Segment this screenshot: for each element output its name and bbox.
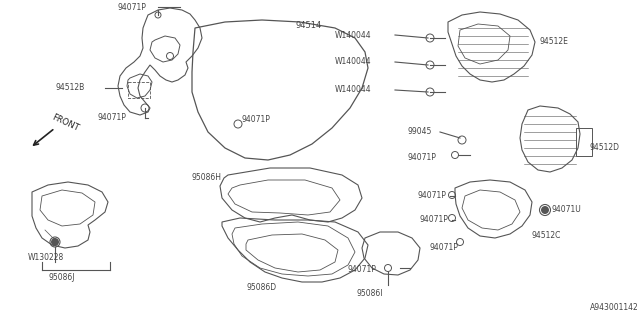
Text: A943001142: A943001142	[590, 303, 639, 312]
Text: 95086J: 95086J	[49, 274, 76, 283]
Text: 95086I: 95086I	[356, 289, 383, 298]
Text: W140044: W140044	[335, 58, 372, 67]
Bar	[128, 82, 150, 98]
Text: 94071P: 94071P	[242, 116, 271, 124]
Circle shape	[541, 206, 549, 214]
Text: 94514: 94514	[295, 20, 321, 29]
Text: 94071P: 94071P	[98, 114, 127, 123]
Text: 94512D: 94512D	[590, 143, 620, 153]
Text: 94071P: 94071P	[118, 3, 147, 12]
Text: W130228: W130228	[28, 253, 64, 262]
Text: 94512C: 94512C	[532, 230, 561, 239]
Text: FRONT: FRONT	[50, 113, 80, 133]
Text: 94071P: 94071P	[420, 215, 449, 225]
Text: 99045: 99045	[408, 127, 433, 137]
Text: 94071U: 94071U	[552, 205, 582, 214]
Text: W140044: W140044	[335, 30, 372, 39]
Text: 94512E: 94512E	[540, 37, 569, 46]
Text: 95086D: 95086D	[247, 284, 277, 292]
Bar	[576, 128, 592, 156]
Text: 95086H: 95086H	[192, 173, 222, 182]
Text: 94071P: 94071P	[408, 154, 437, 163]
Text: W140044: W140044	[335, 85, 372, 94]
Text: 94071P: 94071P	[430, 244, 459, 252]
Circle shape	[51, 238, 59, 246]
Text: 94071P: 94071P	[348, 266, 377, 275]
Text: 94071P: 94071P	[418, 191, 447, 201]
Text: 94512B: 94512B	[55, 84, 84, 92]
